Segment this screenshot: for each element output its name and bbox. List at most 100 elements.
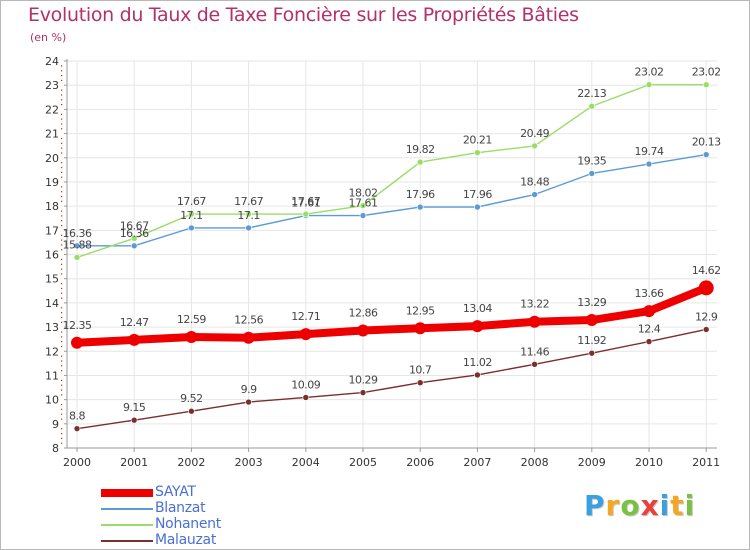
y-minor-tick: [61, 394, 63, 396]
data-label-blanzat: 17.1: [180, 209, 203, 222]
y-minor-tick: [61, 249, 63, 251]
data-point-sayat: [698, 280, 714, 296]
data-point-malauzat: [531, 361, 538, 368]
y-minor-tick: [61, 341, 63, 343]
y-minor-tick: [61, 360, 63, 362]
data-label-sayat: 12.35: [63, 319, 92, 332]
y-minor-tick: [61, 147, 63, 149]
data-label-malauzat: 11.46: [520, 345, 549, 358]
data-point-blanzat: [588, 170, 596, 177]
data-point-nohanent: [588, 102, 596, 110]
y-tick-label: 12: [45, 345, 59, 358]
data-point-malauzat: [416, 379, 424, 386]
y-minor-tick: [61, 200, 63, 202]
legend-label: Blanzat: [155, 500, 206, 516]
y-minor-tick: [61, 273, 63, 275]
data-point-nohanent: [474, 149, 481, 156]
data-label-malauzat: 12.4: [638, 323, 661, 336]
x-tick-label: 2000: [63, 456, 91, 469]
y-tick-label: 20: [45, 152, 59, 165]
y-minor-tick: [61, 176, 63, 178]
y-minor-tick: [61, 244, 63, 246]
y-minor-tick: [61, 195, 63, 198]
data-point-blanzat: [245, 224, 252, 232]
data-point-blanzat: [702, 151, 710, 158]
data-label-malauzat: 10.29: [349, 374, 378, 387]
y-tick-label: 19: [45, 176, 59, 189]
y-minor-tick: [61, 128, 63, 130]
proxiti-logo: Proxiti: [584, 489, 695, 522]
data-point-sayat: [185, 330, 198, 343]
data-label-blanzat: 16.36: [120, 227, 149, 240]
data-label-sayat: 12.86: [349, 306, 378, 319]
data-label-nohanent: 22.13: [577, 87, 606, 100]
data-point-malauzat: [188, 407, 195, 415]
data-label-sayat: 13.29: [577, 296, 606, 309]
data-label-nohanent: 18.02: [349, 187, 378, 200]
y-minor-tick: [61, 65, 63, 67]
x-tick-label: 2001: [120, 456, 148, 469]
data-point-sayat: [128, 333, 141, 346]
data-label-blanzat: 17.61: [349, 197, 378, 210]
y-minor-tick: [61, 442, 63, 444]
data-label-sayat: 12.56: [234, 314, 263, 327]
y-minor-tick: [61, 307, 63, 309]
y-tick-label: 24: [45, 55, 59, 68]
data-label-nohanent: 17.67: [234, 195, 263, 208]
logo-letter: x: [640, 489, 660, 522]
data-point-nohanent: [188, 210, 195, 218]
data-point-blanzat: [188, 224, 195, 232]
y-minor-tick: [61, 316, 63, 319]
x-tick-label: 2006: [406, 456, 434, 469]
data-point-malauzat: [588, 349, 596, 357]
data-label-sayat: 13.22: [520, 298, 549, 311]
legend-swatch: [101, 489, 153, 497]
y-minor-tick: [61, 118, 63, 120]
y-minor-tick: [61, 152, 63, 154]
data-point-blanzat: [416, 203, 424, 211]
data-point-malauzat: [73, 425, 81, 432]
y-minor-tick: [61, 99, 63, 101]
x-tick-label: 2005: [349, 456, 377, 469]
y-tick-label: 15: [45, 273, 59, 286]
data-point-nohanent: [302, 210, 310, 218]
data-label-blanzat: 19.35: [577, 154, 606, 167]
data-label-nohanent: 15.88: [63, 238, 92, 251]
legend-item-malauzat: Malauzat: [101, 532, 301, 549]
y-minor-tick: [61, 408, 63, 410]
data-point-sayat: [528, 315, 541, 328]
y-minor-tick: [61, 210, 63, 212]
data-point-malauzat: [359, 389, 367, 396]
legend-swatch: [101, 508, 153, 510]
data-label-nohanent: 19.82: [406, 143, 435, 156]
data-point-nohanent: [416, 158, 424, 166]
data-point-nohanent: [245, 210, 252, 218]
y-minor-tick: [61, 162, 63, 164]
logo-letter: r: [605, 489, 621, 522]
data-point-sayat: [414, 322, 427, 335]
data-label-malauzat: 12.9: [695, 310, 718, 323]
data-label-malauzat: 9.9: [241, 383, 257, 396]
y-minor-tick: [61, 345, 63, 348]
y-minor-tick: [61, 297, 63, 299]
y-tick-label: 21: [45, 128, 59, 141]
y-minor-tick: [61, 292, 63, 294]
data-point-sayat: [299, 328, 312, 341]
data-label-sayat: 12.47: [120, 316, 149, 329]
data-label-blanzat: 20.13: [692, 136, 721, 149]
data-point-malauzat: [130, 416, 138, 424]
data-point-nohanent: [702, 81, 710, 89]
y-minor-tick: [61, 89, 63, 91]
x-tick-label: 2004: [292, 456, 320, 469]
y-minor-tick: [61, 384, 63, 386]
data-point-blanzat: [359, 212, 367, 219]
y-minor-tick: [61, 432, 63, 435]
data-label-nohanent: 16.67: [120, 219, 149, 232]
y-tick-label: 23: [45, 79, 59, 92]
y-minor-tick: [61, 370, 63, 372]
y-tick-label: 11: [45, 369, 59, 382]
data-point-sayat: [643, 305, 655, 318]
data-label-malauzat: 10.09: [291, 378, 320, 391]
